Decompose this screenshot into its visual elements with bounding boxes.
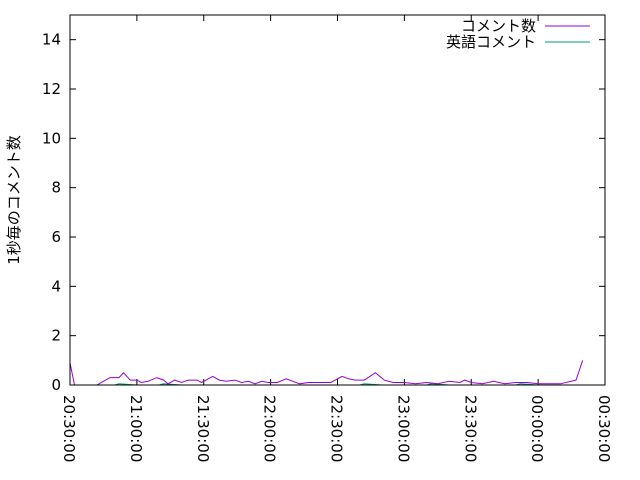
y-tick-label: 8 — [51, 179, 61, 197]
y-tick-label: 6 — [51, 228, 61, 246]
x-tick-label: 23:00:00 — [394, 395, 412, 462]
y-axis: 0 2 4 6 8 10 12 14 — [42, 31, 605, 394]
x-tick-label: 23:30:00 — [461, 395, 479, 462]
x-tick-label: 20:30:00 — [60, 395, 78, 462]
y-tick-label: 12 — [42, 80, 61, 98]
y-tick-label: 14 — [42, 31, 61, 49]
y-tick-label: 2 — [51, 327, 61, 345]
x-tick-label: 22:00:00 — [261, 395, 279, 462]
series-line — [69, 360, 584, 386]
x-tick-label: 21:00:00 — [127, 395, 145, 462]
plot-lines — [69, 360, 584, 386]
y-tick-label: 4 — [51, 277, 61, 295]
y-tick-label: 0 — [51, 376, 61, 394]
x-tick-label: 00:00:00 — [528, 395, 546, 462]
x-axis: 20:30:00 21:00:00 21:30:00 22:00:00 22:30:00… — [60, 15, 613, 462]
legend-label: コメント数 — [461, 17, 536, 35]
plot-frame — [69, 14, 606, 386]
y-tick-label: 10 — [42, 129, 61, 147]
x-tick-label: 21:30:00 — [194, 395, 212, 462]
x-tick-label: 22:30:00 — [328, 395, 346, 462]
legend-label: 英語コメント — [446, 33, 536, 51]
x-tick-label: 00:30:00 — [595, 395, 613, 462]
y-axis-label: 1秒毎のコメント数 — [5, 135, 23, 265]
